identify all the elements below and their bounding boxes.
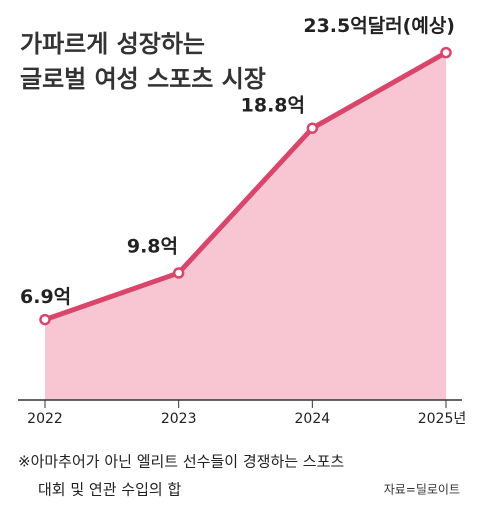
value-label: 23.5억달러(예상) [303, 15, 455, 37]
area [45, 52, 446, 400]
line [44, 50, 448, 322]
x-tick-label: 2025년 [418, 411, 467, 427]
chart-title: 가파르게 성장하는 [20, 30, 205, 58]
chart-title: 글로벌 여성 스포츠 시장 [20, 65, 266, 93]
x-tick-label: 2024 [295, 411, 331, 427]
point [39, 313, 51, 326]
source: 자료=딜로이트 [384, 483, 460, 497]
note: 대회 및 연관 수입의 합 [38, 481, 181, 499]
x-tick-label: 2022 [27, 411, 63, 427]
note: ※아마추어가 아닌 엘리트 선수들이 경쟁하는 스포츠 [18, 453, 344, 471]
point [172, 267, 185, 279]
point [306, 122, 319, 134]
value-label: 9.8억 [127, 235, 178, 257]
value-label: 6.9억 [20, 286, 71, 308]
x-tick-label: 2023 [161, 411, 197, 427]
point [440, 46, 452, 59]
value-label: 18.8억 [241, 95, 305, 117]
